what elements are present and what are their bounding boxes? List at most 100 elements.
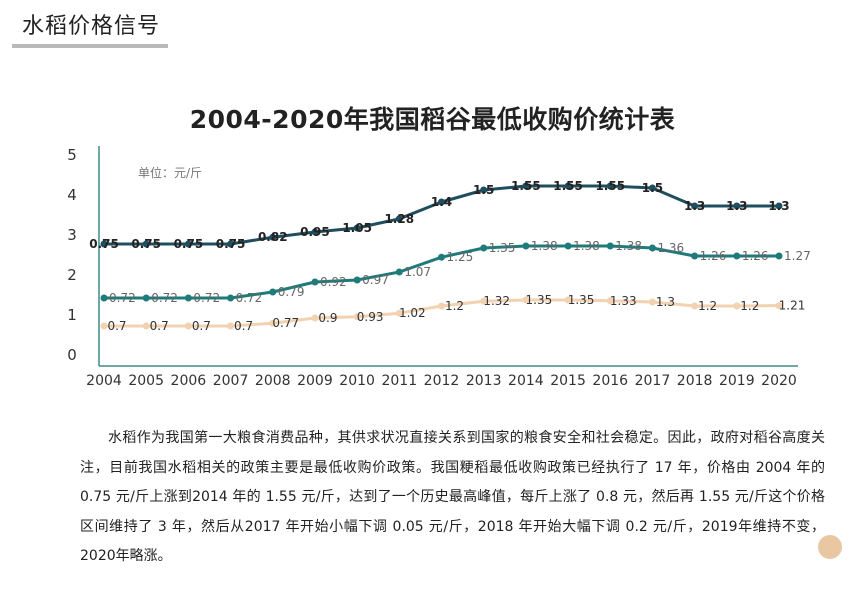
data-label: 1.38: [531, 239, 558, 253]
data-label: 1.07: [404, 265, 431, 279]
x-tick-label: 2014: [508, 373, 544, 389]
data-label: 1.33: [610, 294, 637, 308]
data-point: [269, 233, 277, 241]
data-point: [564, 182, 572, 190]
data-point: [691, 302, 699, 310]
chart-title: 2004-2020年我国稻谷最低收购价统计表: [189, 105, 676, 134]
x-tick-label: 2019: [719, 373, 755, 389]
data-label: 0.97: [362, 273, 389, 287]
data-label: 0.72: [109, 291, 136, 305]
x-tick-label: 2012: [424, 373, 460, 389]
data-point: [522, 296, 530, 304]
data-point: [142, 294, 150, 302]
y-tick-label: 2: [67, 266, 77, 284]
data-point: [227, 294, 235, 302]
data-point: [395, 268, 403, 276]
x-tick-label: 2020: [761, 373, 797, 389]
data-point: [100, 322, 108, 330]
data-label: 0.72: [193, 291, 220, 305]
data-label: 1.55: [595, 179, 625, 193]
data-label: 1.38: [573, 239, 600, 253]
data-label: 0.7: [107, 319, 126, 333]
data-label: 1.27: [784, 249, 811, 263]
data-label: 1.3: [656, 295, 675, 309]
data-label: 1.36: [657, 241, 684, 255]
description-paragraph: 水稻作为我国第一大粮食消费品种，其供求状况直接关系到国家的粮食安全和社会稳定。因…: [80, 430, 825, 564]
data-point: [311, 228, 319, 236]
data-point: [733, 202, 741, 210]
x-tick-label: 2017: [635, 373, 671, 389]
data-label: 1.5: [473, 183, 494, 197]
x-tick-label: 2006: [171, 373, 207, 389]
data-point: [269, 288, 277, 296]
data-point: [648, 184, 656, 192]
data-point: [733, 252, 741, 260]
x-tick-label: 2005: [128, 373, 164, 389]
data-label: 1.28: [385, 212, 415, 226]
data-point: [480, 244, 488, 252]
data-label: 0.7: [192, 319, 211, 333]
data-label: 0.75: [89, 237, 119, 251]
data-point: [353, 276, 361, 284]
line-chart: 0 1 2 3 4 5 2004 2005 2006 2007 2008 2009 2010 2011 20…: [67, 146, 811, 389]
x-tick-label: 2008: [255, 373, 291, 389]
data-label: 1.35: [568, 293, 595, 307]
data-point: [775, 252, 783, 260]
data-point: [353, 224, 361, 232]
x-tick-label: 2007: [213, 373, 249, 389]
data-point: [733, 302, 741, 310]
y-tick-label: 1: [67, 306, 77, 324]
data-label: 1.2: [698, 299, 717, 313]
data-label: 0.79: [278, 285, 305, 299]
data-label: 0.77: [272, 316, 299, 330]
data-point: [184, 322, 192, 330]
data-label: 1.3: [684, 199, 705, 213]
data-point: [480, 297, 488, 305]
heading-underline: [12, 44, 168, 48]
data-label: 0.92: [320, 275, 347, 289]
data-label: 0.7: [234, 319, 253, 333]
data-point: [606, 297, 614, 305]
data-label: 0.82: [258, 230, 288, 244]
data-label: 0.93: [357, 310, 384, 324]
decorative-dot: [818, 535, 842, 559]
data-point: [100, 294, 108, 302]
data-label: 0.75: [216, 237, 246, 251]
data-label: 1.38: [615, 239, 642, 253]
data-label: 0.9: [318, 311, 337, 325]
data-label: 1.02: [399, 306, 426, 320]
data-label: 1.21: [779, 299, 806, 313]
data-label: 1.2: [445, 299, 464, 313]
data-point: [480, 186, 488, 194]
data-label: 0.95: [300, 225, 330, 239]
x-tick-label: 2013: [466, 373, 502, 389]
data-point: [353, 313, 361, 321]
data-label: 1.2: [740, 299, 759, 313]
data-label: 0.72: [236, 291, 263, 305]
y-tick-label: 3: [67, 226, 77, 244]
data-point: [438, 302, 445, 310]
data-point: [269, 319, 277, 327]
data-point: [438, 253, 445, 261]
data-point: [522, 242, 530, 250]
data-label: 0.72: [151, 291, 178, 305]
unit-label: 单位：元/斤: [138, 165, 202, 180]
y-tick-label: 5: [67, 146, 77, 164]
data-label: 1.32: [483, 294, 510, 308]
data-point: [606, 182, 614, 190]
data-point: [564, 296, 572, 304]
data-label: 1.26: [742, 249, 769, 263]
data-label: 1.3: [768, 199, 789, 213]
data-point: [311, 278, 319, 286]
data-point: [100, 240, 108, 248]
data-point: [142, 322, 150, 330]
page-heading: 水稻价格信号: [22, 14, 161, 39]
data-label: 1.05: [342, 221, 372, 235]
data-label: 1.3: [726, 199, 747, 213]
x-tick-label: 2011: [381, 373, 417, 389]
x-tick-label: 2004: [86, 373, 122, 389]
data-point: [311, 314, 319, 322]
data-point: [184, 240, 192, 248]
x-tick-label: 2018: [677, 373, 713, 389]
data-label: 1.35: [526, 293, 553, 307]
